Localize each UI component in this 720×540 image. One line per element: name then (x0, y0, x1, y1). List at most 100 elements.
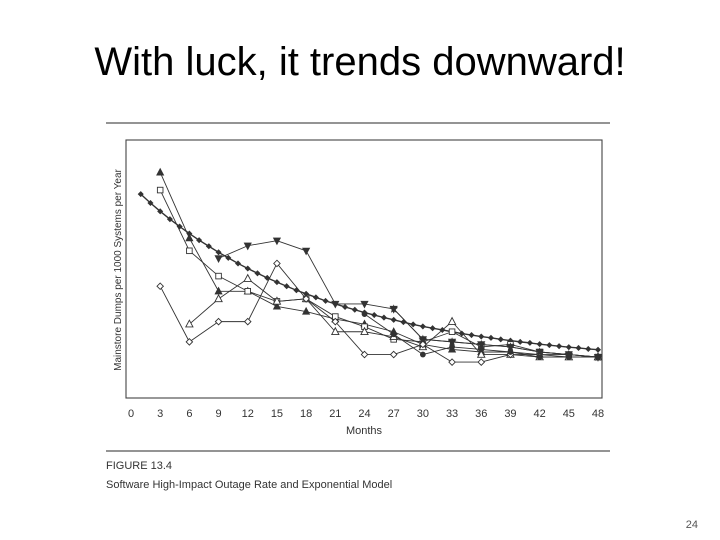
x-tick-label: 42 (534, 408, 546, 420)
data-point (390, 331, 397, 338)
x-tick-label: 48 (592, 408, 604, 420)
data-point (477, 358, 486, 366)
x-tick-label: 24 (358, 408, 370, 420)
data-point (448, 358, 456, 366)
data-point (564, 349, 574, 359)
data-point (506, 342, 515, 351)
x-tick-label: 12 (242, 408, 254, 420)
x-tick-label: 15 (271, 408, 283, 420)
data-point (137, 191, 144, 198)
x-tick-label: 0 (128, 408, 134, 420)
data-point (185, 233, 194, 242)
data-point (380, 314, 387, 321)
data-point (293, 287, 300, 294)
data-point (244, 288, 251, 295)
data-point (476, 349, 486, 358)
series-line (159, 172, 598, 358)
x-tick-label: 9 (216, 408, 222, 420)
data-point (272, 296, 282, 305)
series (214, 237, 603, 362)
data-point (429, 325, 436, 332)
data-point (312, 294, 319, 301)
figure-svg: 0 3 6 9 12 15 18 21 24 27 30 33 36 39 42 45 48 Months Ma… (106, 122, 610, 491)
data-point (283, 283, 290, 290)
data-point (389, 304, 399, 313)
data-point (244, 265, 251, 272)
series-line (393, 308, 599, 358)
data-point (147, 199, 154, 206)
series (156, 167, 603, 361)
data-point (302, 295, 310, 303)
data-point (214, 255, 223, 264)
data-point (360, 300, 369, 309)
data-point (264, 274, 271, 281)
data-point (214, 317, 223, 326)
page-number: 24 (685, 519, 698, 531)
data-point (546, 342, 553, 349)
data-point (185, 319, 194, 328)
data-point (536, 341, 543, 348)
data-point (371, 312, 378, 319)
data-point (243, 317, 252, 326)
data-point (418, 334, 428, 344)
series-line (159, 189, 599, 358)
x-tick-label: 27 (388, 408, 400, 420)
data-point (156, 167, 165, 176)
series (389, 304, 603, 361)
data-point (273, 259, 281, 268)
series-layer (137, 167, 603, 366)
data-point (594, 346, 602, 353)
data-point (575, 344, 582, 351)
data-point (157, 208, 164, 215)
plot-frame (125, 139, 603, 399)
x-tick-label: 33 (446, 408, 458, 420)
data-point (322, 297, 329, 304)
data-point (215, 272, 222, 280)
data-point (468, 332, 475, 339)
data-point (507, 349, 514, 355)
data-point (478, 333, 485, 340)
series-line (159, 262, 599, 363)
data-point (448, 328, 456, 335)
data-point (478, 346, 485, 353)
data-point (273, 279, 280, 286)
data-point (205, 243, 212, 250)
data-point (487, 334, 495, 341)
data-point (243, 242, 252, 251)
data-point (215, 249, 222, 256)
data-point (535, 347, 545, 356)
data-point (166, 216, 173, 223)
slide-title: With luck, it trends downward! (94, 40, 626, 84)
x-axis-label: Months (346, 425, 383, 437)
data-point (419, 351, 426, 358)
data-point (585, 345, 592, 352)
data-point (447, 337, 457, 346)
data-point (360, 326, 369, 336)
data-point (390, 316, 397, 323)
figure-scan: 0 3 6 9 12 15 18 21 24 27 30 33 36 39 42 45 48 Months Ma… (104, 118, 612, 500)
data-point (196, 237, 203, 244)
data-point (526, 339, 533, 346)
data-point (302, 306, 311, 315)
data-point (342, 303, 349, 310)
data-point (243, 273, 253, 282)
data-point (449, 344, 455, 350)
data-point (234, 260, 242, 267)
data-point (361, 311, 368, 317)
data-point (214, 286, 223, 295)
data-point (419, 323, 426, 330)
data-point (593, 352, 603, 361)
figure-caption-number: FIGURE 13.4 (106, 460, 172, 472)
series (156, 259, 602, 366)
data-point (272, 301, 282, 310)
data-point (302, 247, 311, 256)
data-point (176, 223, 183, 230)
data-point (360, 350, 369, 359)
data-point (497, 336, 504, 343)
data-point (185, 338, 194, 346)
data-point (156, 282, 165, 291)
data-point (331, 317, 340, 326)
data-point (351, 306, 358, 313)
data-point (476, 339, 486, 349)
data-point (331, 300, 340, 309)
